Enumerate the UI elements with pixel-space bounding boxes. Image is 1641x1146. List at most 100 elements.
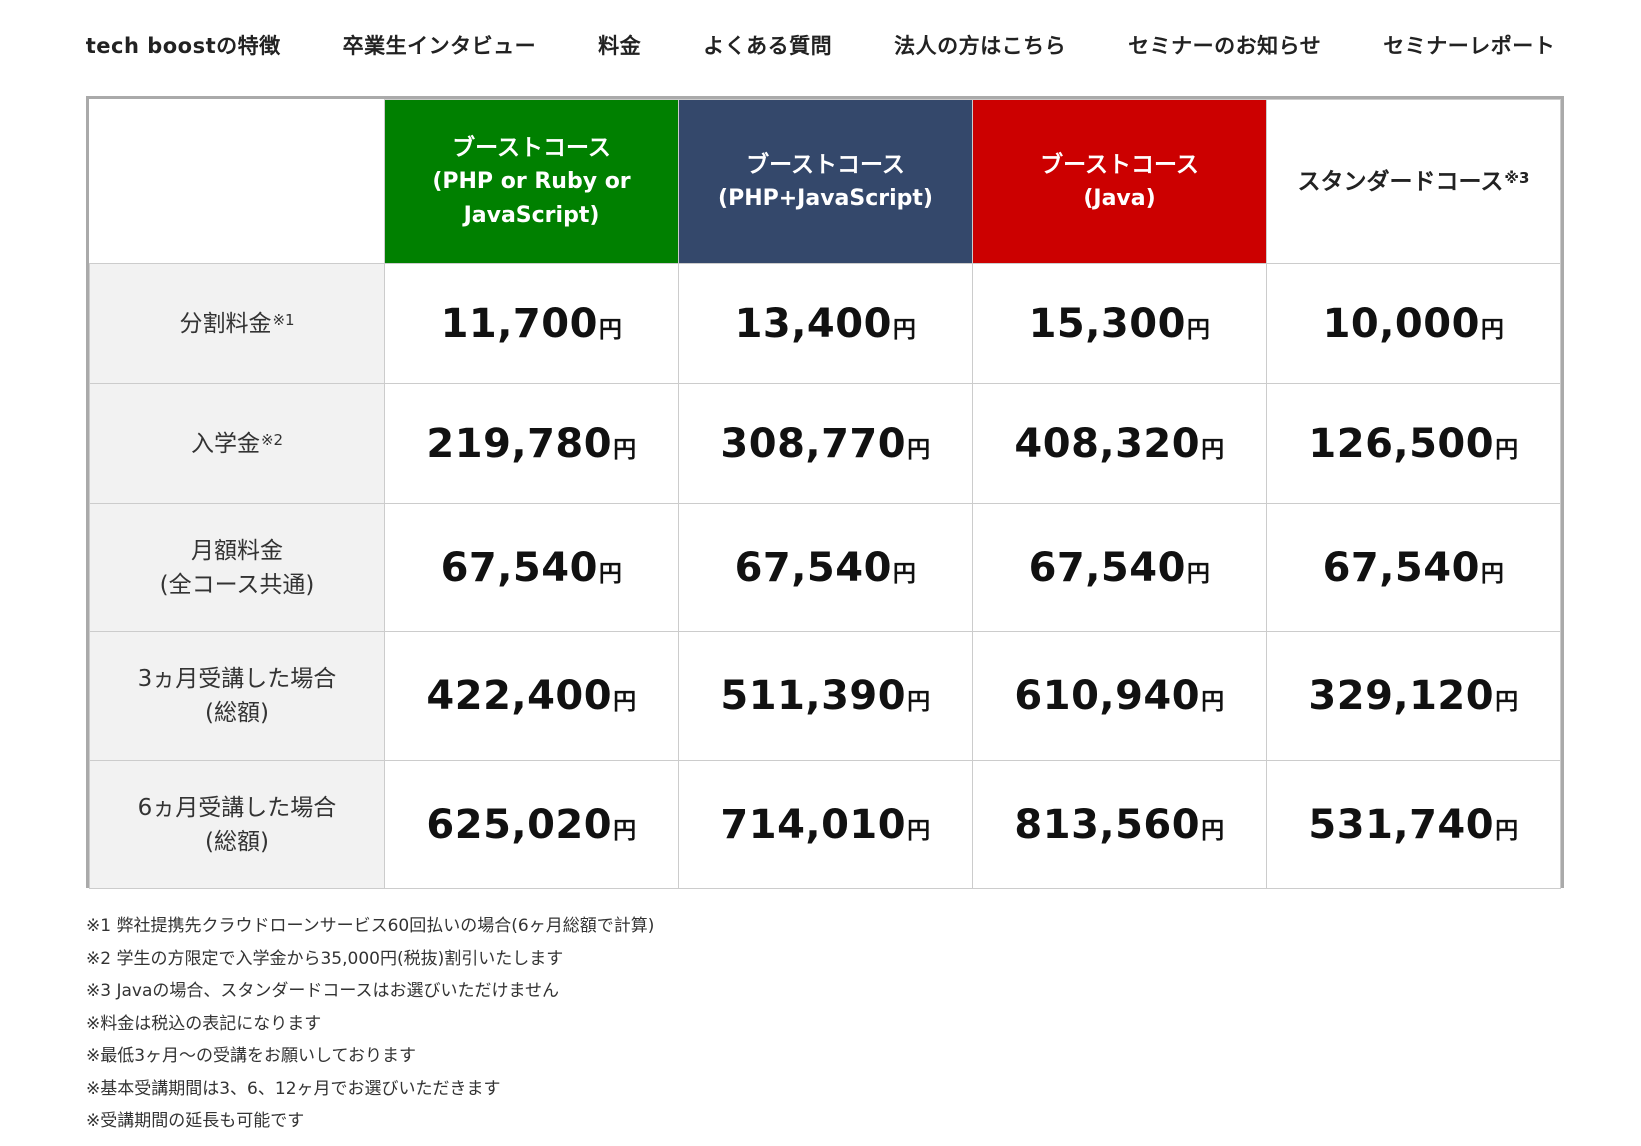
row-label-3-months: 3ヵ月受講した場合 (総額) [89,631,385,761]
price-value: 511,390 [720,673,907,719]
footnote-tax: ※料金は税込の表記になります [86,1013,322,1034]
course-name: ブーストコース [746,151,905,178]
price-value: 219,780 [426,420,613,467]
price-cell: 10,000円 [1266,263,1561,384]
header-boost-php-ruby-js: ブーストコース (PHP or Ruby or JavaScript) [384,99,679,264]
table-header-row: ブーストコース (PHP or Ruby or JavaScript) ブースト… [89,99,1561,264]
price-value: 329,120 [1308,673,1495,719]
currency-unit: 円 [1186,316,1211,343]
table-row: 6ヵ月受講した場合 (総額) 625,020円 714,010円 813,560円… [89,760,1561,889]
price-cell: 126,500円 [1266,383,1561,504]
row-label-subtext: (全コース共通) [159,571,315,598]
top-navigation: tech boostの特徴 卒業生インタビュー 料金 よくある質問 法人の方はこ… [0,0,1641,90]
price-value: 67,540 [1322,544,1480,591]
price-value: 308,770 [720,420,907,467]
price-cell: 308,770円 [678,383,973,504]
currency-unit: 円 [1201,436,1225,463]
course-sub-2: JavaScript) [463,202,600,228]
nav-link-corporate[interactable]: 法人の方はこちら [894,34,1067,58]
currency-unit: 円 [907,436,931,463]
footnote-minimum: ※最低3ヶ月〜の受講をお願いしております [86,1046,417,1066]
course-name: スタンダードコース [1297,168,1504,195]
nav-link-seminar-news[interactable]: セミナーのお知らせ [1128,34,1322,58]
table-row: 入学金※2 219,780円 308,770円 408,320円 126,500… [89,383,1561,504]
course-sub-1: (Java) [1083,185,1156,211]
currency-unit: 円 [892,316,917,343]
price-cell: 67,540円 [1266,503,1561,632]
currency-unit: 円 [892,560,917,587]
currency-unit: 円 [598,560,623,587]
price-value: 126,500 [1308,420,1495,467]
currency-unit: 円 [1480,316,1505,343]
price-value: 67,540 [440,544,598,591]
price-value: 714,010 [720,801,907,848]
footnotes: ※1 弊社提携先クラウドローンサービス60回払いの場合(6ヶ月総額で計算) ※2… [86,910,1086,1138]
currency-unit: 円 [907,689,931,715]
price-value: 610,940 [1014,673,1201,719]
nav-link-interviews[interactable]: 卒業生インタビュー [342,34,537,58]
header-standard: スタンダードコース※3 [1266,99,1561,264]
price-value: 813,560 [1014,801,1201,848]
row-label-text: 3ヵ月受講した場合 [137,666,337,692]
price-cell: 408,320円 [972,383,1267,504]
price-cell: 511,390円 [678,631,973,761]
currency-unit: 円 [613,689,637,715]
nav-link-seminar-report[interactable]: セミナーレポート [1383,34,1556,58]
footnote-mark: ※3 [1504,168,1530,187]
footnote-mark: ※1 [272,310,295,329]
currency-unit: 円 [1495,689,1519,715]
price-cell: 714,010円 [678,760,973,889]
pricing-table-container: ブーストコース (PHP or Ruby or JavaScript) ブースト… [86,96,1564,889]
currency-unit: 円 [613,817,637,844]
currency-unit: 円 [907,817,931,844]
nav-link-features[interactable]: tech boostの特徴 [85,34,281,58]
price-cell: 67,540円 [678,503,973,632]
price-cell: 813,560円 [972,760,1267,889]
price-cell: 329,120円 [1266,631,1561,761]
price-cell: 422,400円 [384,631,679,761]
row-label-6-months: 6ヵ月受講した場合 (総額) [89,760,385,889]
price-value: 422,400 [426,673,613,719]
price-cell: 610,940円 [972,631,1267,761]
currency-unit: 円 [1186,560,1211,587]
price-value: 15,300 [1028,300,1186,347]
footnote-period: ※基本受講期間は3、6、12ヶ月でお選びいただきます [86,1078,501,1099]
header-boost-java: ブーストコース (Java) [972,99,1267,264]
row-label-subtext: (総額) [205,700,269,726]
row-label-text: 入学金 [190,430,260,457]
price-cell: 15,300円 [972,263,1267,384]
currency-unit: 円 [1495,436,1519,463]
price-cell: 67,540円 [384,503,679,632]
price-cell: 67,540円 [972,503,1267,632]
nav-link-faq[interactable]: よくある質問 [703,34,833,58]
footnote-2: ※2 学生の方限定で入学金から35,000円(税抜)割引いたします [86,948,564,969]
currency-unit: 円 [598,316,623,343]
footnote-mark: ※2 [260,430,284,449]
header-empty-cell [89,99,385,264]
price-value: 10,000 [1322,300,1480,347]
table-row: 月額料金 (全コース共通) 67,540円 67,540円 67,540円 67,… [89,503,1561,632]
currency-unit: 円 [1201,689,1225,715]
currency-unit: 円 [1495,817,1519,844]
nav-link-pricing[interactable]: 料金 [598,34,642,58]
pricing-table: ブーストコース (PHP or Ruby or JavaScript) ブースト… [89,99,1561,889]
price-cell: 219,780円 [384,383,679,504]
price-cell: 625,020円 [384,760,679,889]
price-value: 531,740 [1308,801,1495,848]
price-value: 67,540 [734,544,892,591]
price-value: 67,540 [1028,544,1186,591]
course-sub-1: (PHP or Ruby or [432,168,631,194]
row-label-text: 分割料金 [179,310,272,337]
currency-unit: 円 [613,436,637,463]
currency-unit: 円 [1201,817,1225,844]
course-name: ブーストコース [1040,151,1199,178]
price-value: 13,400 [734,300,892,347]
row-label-monthly: 月額料金 (全コース共通) [89,503,385,632]
price-value: 408,320 [1014,420,1201,467]
price-value: 625,020 [426,801,613,848]
table-row: 3ヵ月受講した場合 (総額) 422,400円 511,390円 610,940円… [89,631,1561,761]
footnote-1: ※1 弊社提携先クラウドローンサービス60回払いの場合(6ヶ月総額で計算) [86,916,655,936]
table-row: 分割料金※1 11,700円 13,400円 15,300円 10,000円 [89,263,1561,384]
header-boost-php-js: ブーストコース (PHP+JavaScript) [678,99,973,264]
row-label-text: 月額料金 [191,537,283,564]
